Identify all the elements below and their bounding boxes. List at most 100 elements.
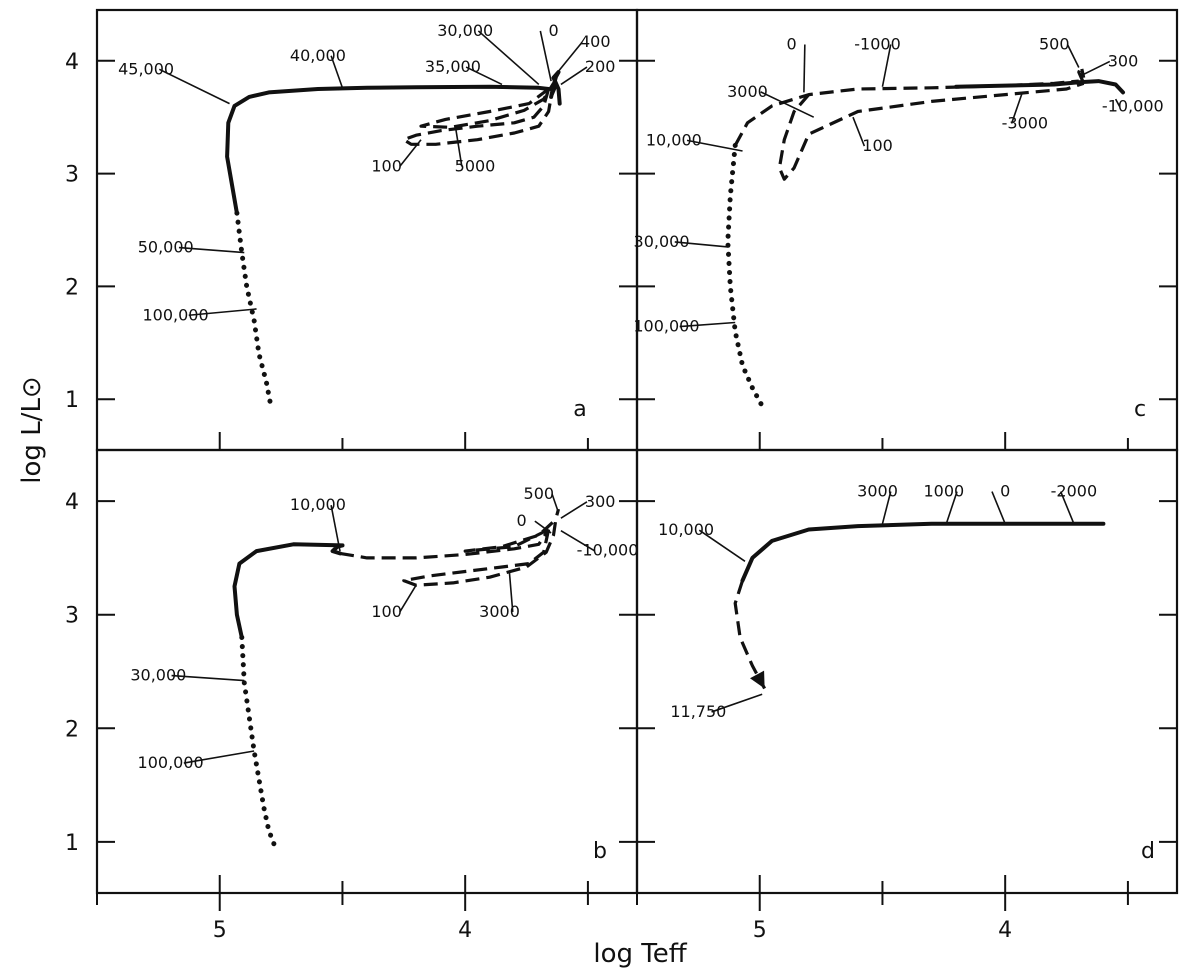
track-solid-d-0 xyxy=(740,521,1106,583)
annotation-leader xyxy=(1114,98,1121,107)
annotation-label: -10,000 xyxy=(1102,97,1164,116)
annotation-leader xyxy=(534,520,552,534)
panel-frame-d xyxy=(635,448,1179,895)
track-end-arrowhead xyxy=(749,670,765,689)
annotation-leader xyxy=(803,44,806,93)
panel-letter-d: d xyxy=(1141,839,1155,864)
annotation-leader xyxy=(330,55,344,89)
annotation-label: -3000 xyxy=(1002,113,1049,132)
annotation-leader xyxy=(1010,92,1024,124)
track-dotted-c-1 xyxy=(725,142,768,413)
annotation-label: 3000 xyxy=(479,602,520,621)
annotation-leader xyxy=(178,246,245,254)
annotation-leader xyxy=(991,491,1006,525)
y-tick-label: 4 xyxy=(65,50,79,75)
y-tick-label: 3 xyxy=(65,604,79,629)
annotation-leader xyxy=(698,529,746,562)
annotation-leader xyxy=(454,126,463,167)
annotation-leader xyxy=(674,241,728,248)
annotation-leader xyxy=(477,30,540,86)
track-dashed-a-2 xyxy=(402,84,558,146)
annotation-leader xyxy=(679,321,736,328)
annotation-leader xyxy=(551,493,560,513)
annotation-leader xyxy=(171,674,245,682)
annotation-label: 30,000 xyxy=(634,232,690,251)
track-solid-a-0 xyxy=(225,84,551,216)
annotation-label: 300 xyxy=(585,492,616,511)
x-tick-label: 4 xyxy=(458,918,472,943)
annotation-label: 40,000 xyxy=(290,46,346,65)
track-dashed-a-3 xyxy=(419,82,555,129)
annotation-label: 5000 xyxy=(455,156,496,175)
annotation-label: 500 xyxy=(524,484,555,503)
x-tick-label: 5 xyxy=(213,918,227,943)
annotation-label: 0 xyxy=(548,21,558,40)
panel-letter-a: a xyxy=(573,397,586,422)
annotation-leader xyxy=(852,116,866,147)
annotation-label: 100 xyxy=(371,156,402,175)
y-axis-title: log L/L⊙ xyxy=(17,376,47,483)
annotation-label: 10,000 xyxy=(290,495,346,514)
annotation-label: -2000 xyxy=(1051,482,1098,501)
annotation-label: 3000 xyxy=(727,82,768,101)
annotation-leader xyxy=(560,501,588,519)
x-tick-label: 4 xyxy=(998,918,1012,943)
annotation-label: 100,000 xyxy=(138,753,204,772)
y-tick-label: 2 xyxy=(65,275,79,300)
x-axis-title: log Teff xyxy=(593,939,687,969)
track-dashed-b-4 xyxy=(463,520,555,553)
annotation-leader xyxy=(560,529,595,552)
annotation-label: 200 xyxy=(585,57,616,76)
annotation-label: 10,000 xyxy=(658,520,714,539)
y-tick-label: 3 xyxy=(65,163,79,188)
panel-c: 0 -1000 500 300 3000 -10,000 -3000 100 10,000 30,… xyxy=(633,8,1179,452)
annotation-leader xyxy=(711,693,763,713)
annotation-leader xyxy=(188,308,257,317)
annotation-label: 1000 xyxy=(923,482,964,501)
track-dashed-b-2 xyxy=(339,528,550,560)
annotation-label: 500 xyxy=(1039,34,1070,53)
panel-d: 4 5 10,000 3000 1000 0 -2000 11,750 xyxy=(635,448,1179,943)
track-dashed-d-1 xyxy=(733,580,767,690)
annotation-label: 45,000 xyxy=(118,59,174,78)
annotation-label: 300 xyxy=(1108,51,1139,70)
annotation-label: 100 xyxy=(862,136,893,155)
annotation-label: -10,000 xyxy=(577,541,639,560)
y-tick-label: 2 xyxy=(65,717,79,742)
annotation-label: 11,750 xyxy=(670,702,726,721)
annotation-label: 100,000 xyxy=(142,305,208,324)
annotation-leader xyxy=(945,491,958,525)
panel-letter-c: c xyxy=(1134,397,1146,422)
panel-letter-b: b xyxy=(593,839,607,864)
annotation-leader xyxy=(183,750,255,764)
panel-a: 1 2 3 4 45,000 40,000 35,000 30,000 0 400 200 100 50… xyxy=(65,8,639,452)
track-dotted-a-1 xyxy=(234,210,274,411)
annotation-leader xyxy=(508,571,514,613)
x-tick-label: 5 xyxy=(753,918,767,943)
annotation-leader xyxy=(1066,44,1080,68)
track-solid-b-0 xyxy=(232,542,345,640)
annotation-leader xyxy=(686,139,743,152)
annotation-label: 50,000 xyxy=(138,238,194,257)
annotation-label: 400 xyxy=(580,32,611,51)
annotation-label: 0 xyxy=(787,34,797,53)
track-dotted-b-1 xyxy=(239,634,279,853)
annotation-leader xyxy=(881,44,892,87)
annotation-label: 100,000 xyxy=(633,317,699,336)
annotation-label: -1000 xyxy=(854,34,901,53)
annotation-label: 30,000 xyxy=(437,21,493,40)
annotation-leader xyxy=(760,91,815,118)
track-dashed-c-2 xyxy=(777,81,1085,181)
annotation-leader xyxy=(399,584,417,613)
annotation-leader xyxy=(539,30,552,82)
annotation-leader xyxy=(560,66,588,86)
track-dashed-c-3 xyxy=(1077,64,1086,84)
annotation-label: 35,000 xyxy=(425,57,481,76)
annotation-leader xyxy=(1083,60,1111,76)
y-tick-label: 4 xyxy=(65,490,79,515)
annotation-label: 0 xyxy=(517,511,527,530)
annotation-leader xyxy=(555,41,583,75)
annotation-label: 30,000 xyxy=(130,666,186,685)
